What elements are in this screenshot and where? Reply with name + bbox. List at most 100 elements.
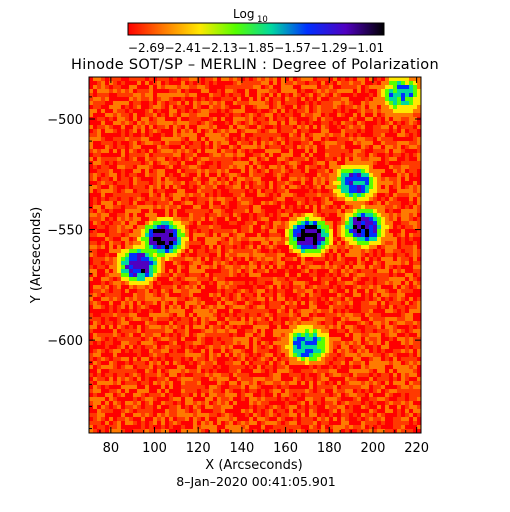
heatmap-cell (341, 93, 345, 97)
heatmap-cell (101, 229, 105, 233)
heatmap-cell (345, 293, 349, 297)
heatmap-cell (305, 237, 309, 241)
heatmap-cell (349, 161, 353, 165)
heatmap-cell (145, 93, 149, 97)
heatmap-cell (405, 301, 409, 305)
heatmap-cell (97, 349, 101, 353)
heatmap-cell (121, 345, 125, 349)
heatmap-cell (357, 113, 361, 117)
heatmap-cell (209, 385, 213, 389)
heatmap-cell (401, 105, 405, 109)
heatmap-cell (89, 165, 93, 169)
heatmap-cell (145, 137, 149, 141)
heatmap-cell (345, 189, 349, 193)
heatmap-cell (253, 365, 257, 369)
heatmap-cell (161, 381, 165, 385)
heatmap-cell (413, 105, 417, 109)
heatmap-cell (277, 281, 281, 285)
heatmap-cell (233, 417, 237, 421)
heatmap-cell (397, 97, 401, 101)
heatmap-cell (125, 265, 129, 269)
heatmap-cell (117, 365, 121, 369)
heatmap-cell (101, 321, 105, 325)
heatmap-cell (133, 345, 137, 349)
heatmap-cell (249, 93, 253, 97)
heatmap-cell (161, 393, 165, 397)
heatmap-cell (257, 225, 261, 229)
heatmap-cell (401, 277, 405, 281)
heatmap-cell (113, 209, 117, 213)
heatmap-cell (357, 213, 361, 217)
heatmap-cell (309, 313, 313, 317)
heatmap-cell (97, 413, 101, 417)
heatmap-cell (109, 273, 113, 277)
heatmap-cell (161, 333, 165, 337)
heatmap-cell (333, 137, 337, 141)
heatmap-cell (345, 313, 349, 317)
heatmap-cell (293, 129, 297, 133)
heatmap-cell (405, 293, 409, 297)
heatmap-cell (173, 261, 177, 265)
heatmap-cell (377, 217, 381, 221)
heatmap-cell (125, 421, 129, 425)
heatmap-cell (105, 265, 109, 269)
heatmap-cell (165, 173, 169, 177)
heatmap-cell (385, 393, 389, 397)
heatmap-cell (369, 293, 373, 297)
heatmap-cell (329, 77, 333, 81)
heatmap-cell (169, 249, 173, 253)
heatmap-cell (109, 365, 113, 369)
heatmap-cell (149, 93, 153, 97)
heatmap-cell (289, 329, 293, 333)
heatmap-cell (297, 257, 301, 261)
heatmap-cell (377, 225, 381, 229)
heatmap-cell (197, 173, 201, 177)
heatmap-cell (145, 193, 149, 197)
heatmap-cell (325, 297, 329, 301)
heatmap-cell (173, 393, 177, 397)
heatmap-cell (321, 313, 325, 317)
heatmap-cell (217, 269, 221, 273)
heatmap-cell (385, 309, 389, 313)
heatmap-cell (209, 381, 213, 385)
heatmap-cell (113, 297, 117, 301)
heatmap-cell (249, 317, 253, 321)
heatmap-cell (413, 125, 417, 129)
heatmap-cell (253, 101, 257, 105)
heatmap-cell (373, 165, 377, 169)
heatmap-cell (193, 189, 197, 193)
heatmap-cell (165, 97, 169, 101)
heatmap-cell (229, 153, 233, 157)
heatmap-cell (189, 193, 193, 197)
heatmap-cell (381, 93, 385, 97)
heatmap-cell (101, 353, 105, 357)
heatmap-cell (329, 85, 333, 89)
heatmap-cell (205, 205, 209, 209)
heatmap-cell (333, 169, 337, 173)
heatmap-cell (129, 229, 133, 233)
heatmap-cell (401, 353, 405, 357)
heatmap-cell (185, 297, 189, 301)
heatmap-cell (413, 145, 417, 149)
heatmap-cell (117, 173, 121, 177)
heatmap-cell (177, 81, 181, 85)
heatmap-cell (161, 265, 165, 269)
heatmap-cell (349, 109, 353, 113)
heatmap-cell (217, 169, 221, 173)
heatmap-cell (289, 157, 293, 161)
heatmap-cell (405, 173, 409, 177)
heatmap-cell (273, 209, 277, 213)
heatmap-cell (185, 97, 189, 101)
heatmap-cell (301, 317, 305, 321)
heatmap-cell (349, 125, 353, 129)
heatmap-cell (169, 121, 173, 125)
heatmap-cell (169, 385, 173, 389)
heatmap-cell (245, 89, 249, 93)
heatmap-cell (385, 149, 389, 153)
heatmap-cell (289, 361, 293, 365)
heatmap-cell (337, 369, 341, 373)
heatmap-cell (393, 149, 397, 153)
heatmap-cell (297, 89, 301, 93)
heatmap-cell (141, 389, 145, 393)
heatmap-cell (245, 385, 249, 389)
